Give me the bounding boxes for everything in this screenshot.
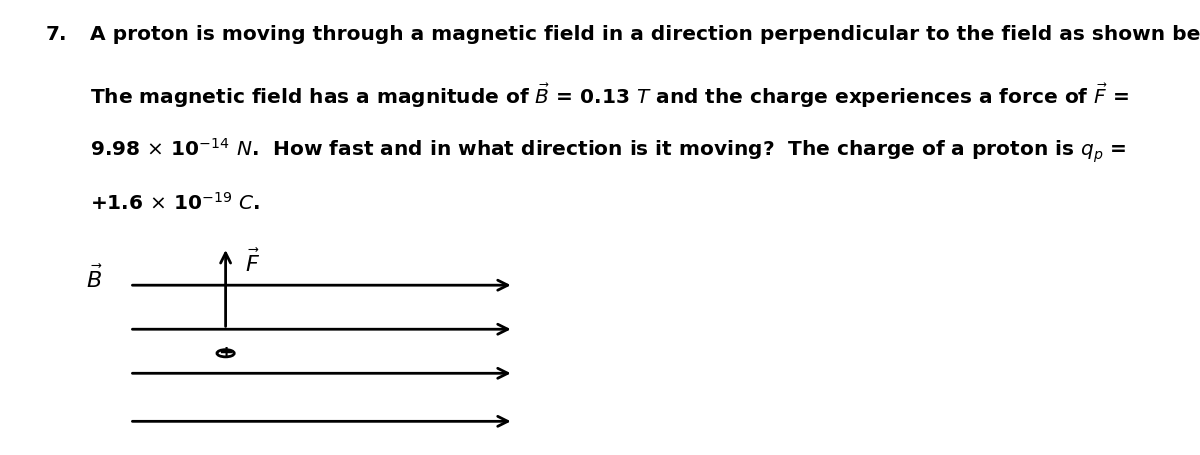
- Text: 9.98 $\times$ 10$^{-14}$ $N$.  How fast and in what direction is it moving?  The: 9.98 $\times$ 10$^{-14}$ $N$. How fast a…: [90, 136, 1127, 165]
- Text: +: +: [218, 344, 233, 362]
- Text: +1.6 $\times$ 10$^{-19}$ $C$.: +1.6 $\times$ 10$^{-19}$ $C$.: [90, 192, 260, 214]
- Text: $\vec{F}$: $\vec{F}$: [245, 249, 260, 276]
- Text: 7.: 7.: [46, 25, 67, 44]
- Text: $\vec{B}$: $\vec{B}$: [86, 265, 103, 293]
- Text: A proton is moving through a magnetic field in a direction perpendicular to the : A proton is moving through a magnetic fi…: [90, 25, 1200, 44]
- Text: The magnetic field has a magnitude of $\vec{B}$ = 0.13 $T$ and the charge experi: The magnetic field has a magnitude of $\…: [90, 81, 1129, 110]
